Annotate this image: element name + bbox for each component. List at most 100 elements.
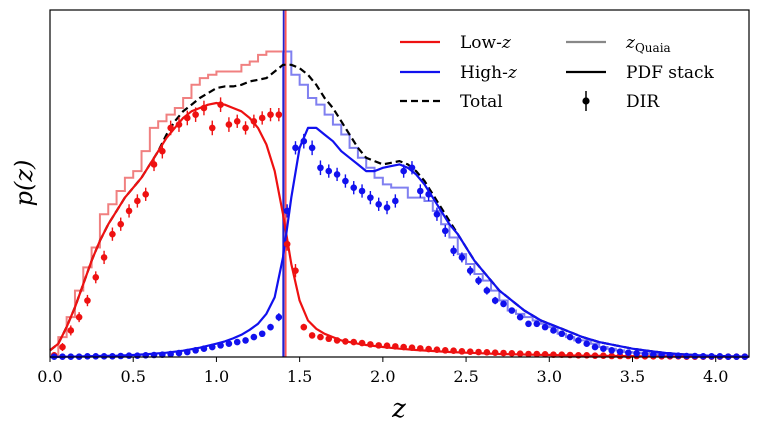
high-z-dir-point <box>233 338 241 346</box>
x-axis-label: z <box>391 394 406 424</box>
low-z-dir-point <box>375 342 382 349</box>
low-z-dir-point <box>550 351 557 358</box>
high-z-dir-point <box>109 353 116 360</box>
low-z-dir-point <box>217 101 224 108</box>
high-z-dir-point <box>441 227 449 235</box>
high-z-dir-point <box>466 267 474 274</box>
x-tick-label: 2.5 <box>453 367 478 386</box>
legend: Low-z High-z Total zQuaia PDF stack DIR <box>400 33 714 112</box>
high-z-dir-point <box>375 200 382 208</box>
high-z-dir-point <box>258 330 266 338</box>
high-z-dir-point <box>300 137 308 145</box>
low-z-dir-point <box>541 351 549 358</box>
legend-quaia-label: zQuaia <box>625 33 671 55</box>
high-z-dir-point <box>708 353 715 360</box>
low-z-dir-point <box>100 254 108 261</box>
high-z-dir-point <box>283 207 291 215</box>
high-z-dir-point <box>84 353 91 360</box>
high-z-dir-point <box>433 210 441 218</box>
x-tick-label: 3.5 <box>620 367 645 386</box>
x-tick-label: 4.0 <box>703 367 728 386</box>
plot-layer <box>49 10 750 360</box>
high-z-dir-point <box>275 313 283 321</box>
low-z-dir-point <box>425 345 432 353</box>
x-tick-label: 0.5 <box>120 367 145 386</box>
low-z-dir-point <box>233 117 241 125</box>
high-z-dir-point <box>500 300 507 308</box>
low-z-dir-point <box>225 121 233 128</box>
high-z-dir-point <box>491 297 499 304</box>
y-axis-label: p(z) <box>10 160 38 207</box>
low-z-dir-point <box>367 341 374 348</box>
high-z-dir-point <box>242 337 249 344</box>
high-z-dir-point <box>558 330 566 338</box>
low-z-dir-point <box>583 352 591 359</box>
high-z-dir-point <box>134 352 141 359</box>
low-z-dir-point <box>533 350 541 358</box>
high-z-dir-point <box>641 350 649 358</box>
x-axis-ticks: 0.0 0.5 1.0 1.5 2.0 2.5 3.0 3.5 4.0 <box>37 357 728 386</box>
low-z-dir-point <box>125 207 133 215</box>
legend-high-label: High-z <box>460 63 518 83</box>
legend-total-label: Total <box>460 92 503 112</box>
high-z-dir-point <box>633 350 640 357</box>
high-z-dir-point <box>292 144 299 152</box>
low-z-dir-point <box>466 348 474 355</box>
low-z-dir-point <box>109 230 116 238</box>
low-z-dir-point <box>192 111 199 118</box>
low-z-dir-point <box>208 124 216 132</box>
high-z-dir-point <box>566 333 574 341</box>
low-z-dir-point <box>333 337 341 344</box>
low-z-dir-point <box>408 344 416 352</box>
low-z-dir-point <box>308 332 316 339</box>
high-z-dir-point <box>267 323 274 331</box>
low-z-dir-point <box>483 349 491 356</box>
high-z-dir-point <box>583 340 591 348</box>
high-z-dir-point <box>475 277 482 284</box>
high-z-dir-point <box>142 352 149 359</box>
low-z-dir-point <box>608 352 615 360</box>
legend-low-label: Low-z <box>460 33 512 53</box>
low-z-dir-point <box>292 267 299 274</box>
low-z-dir-point <box>59 343 66 351</box>
high-z-dir-point <box>699 353 707 360</box>
high-z-dir-point <box>400 167 407 175</box>
high-z-dir-point <box>674 352 682 359</box>
legend-pdf-label: PDF stack <box>626 63 714 83</box>
x-tick-label: 1.0 <box>204 367 229 386</box>
legend-dir-label: DIR <box>626 92 660 112</box>
high-z-dir-point <box>550 327 557 334</box>
high-z-dir-point <box>175 349 183 357</box>
high-z-quaia-histogram <box>282 50 749 358</box>
low-z-dir-point <box>325 335 333 343</box>
high-z-dir-point <box>225 340 233 348</box>
low-z-dir-point <box>491 349 499 356</box>
low-z-dir-point <box>383 342 391 350</box>
low-z-dir-point <box>441 347 449 354</box>
high-z-dir-point <box>691 352 699 360</box>
high-z-dir-point <box>608 347 615 354</box>
high-z-dir-point <box>508 307 516 314</box>
high-z-dir-point <box>125 352 133 359</box>
high-z-dir-point <box>525 320 532 328</box>
low-z-dir-point <box>525 350 532 358</box>
high-z-dir-point <box>591 343 599 351</box>
high-z-dir-point <box>425 191 432 198</box>
low-z-dir-point <box>184 114 191 122</box>
low-z-dir-point <box>600 352 607 359</box>
low-z-dir-point <box>267 111 274 118</box>
low-z-dir-point <box>358 339 366 347</box>
legend-dir-marker <box>582 97 590 105</box>
low-z-dir-point <box>433 346 441 353</box>
high-z-dir-point <box>666 352 674 359</box>
high-z-dir-point <box>392 197 399 205</box>
high-z-dir-point <box>358 187 366 195</box>
high-z-dir-point <box>208 343 216 351</box>
low-z-dir-point <box>258 114 266 122</box>
high-z-dir-point <box>217 342 224 349</box>
high-z-dir-point <box>200 345 208 353</box>
high-z-dir-point <box>192 347 199 354</box>
high-z-dir-point <box>308 144 316 152</box>
low-z-dir-point <box>300 323 308 331</box>
high-z-dir-point <box>250 333 258 341</box>
